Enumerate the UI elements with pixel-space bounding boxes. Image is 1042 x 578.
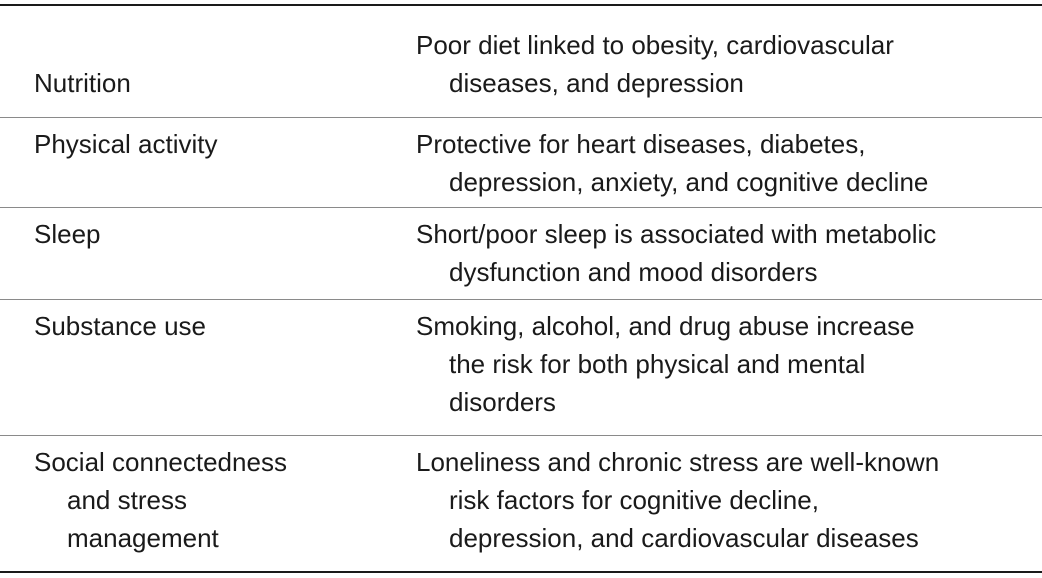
table-row-social-connectedness: Social connectedness and stress manageme… bbox=[0, 436, 1042, 571]
description-line: the risk for both physical and mental bbox=[449, 349, 866, 379]
description-line: depression, and cardiovascular diseases bbox=[449, 523, 919, 553]
description-cell: Poor diet linked to obesity, cardiovascu… bbox=[416, 26, 1036, 102]
description-line: Loneliness and chronic stress are well-k… bbox=[416, 447, 940, 477]
description-line: depression, anxiety, and cognitive decli… bbox=[449, 167, 929, 197]
description-cell: Loneliness and chronic stress are well-k… bbox=[416, 443, 1036, 557]
factor-cell: Social connectedness and stress manageme… bbox=[34, 443, 394, 557]
factor-cell: Sleep bbox=[34, 215, 394, 253]
description-line: dysfunction and mood disorders bbox=[449, 257, 818, 287]
factor-cell: Substance use bbox=[34, 307, 394, 345]
factor-line: Nutrition bbox=[34, 68, 131, 98]
factor-line: Social connectedness bbox=[34, 447, 287, 477]
description-line: Protective for heart diseases, diabetes, bbox=[416, 129, 866, 159]
description-line: Smoking, alcohol, and drug abuse increas… bbox=[416, 311, 915, 341]
description-line: risk factors for cognitive decline, bbox=[449, 485, 819, 515]
factor-cell: Nutrition bbox=[34, 64, 394, 102]
factor-line: Sleep bbox=[34, 219, 101, 249]
factor-line: management bbox=[67, 523, 219, 553]
table-row-sleep: Sleep Short/poor sleep is associated wit… bbox=[0, 208, 1042, 300]
factor-cell: Physical activity bbox=[34, 125, 394, 163]
table-top-rule bbox=[0, 4, 1042, 6]
description-line: disorders bbox=[449, 387, 556, 417]
description-cell: Short/poor sleep is associated with meta… bbox=[416, 215, 1036, 291]
table-row-physical-activity: Physical activity Protective for heart d… bbox=[0, 118, 1042, 208]
description-cell: Protective for heart diseases, diabetes,… bbox=[416, 125, 1036, 201]
table-row-nutrition: Nutrition Poor diet linked to obesity, c… bbox=[0, 6, 1042, 118]
table-bottom-rule bbox=[0, 571, 1042, 573]
factor-line: Substance use bbox=[34, 311, 207, 341]
factor-line: Physical activity bbox=[34, 129, 218, 159]
description-line: Short/poor sleep is associated with meta… bbox=[416, 219, 937, 249]
table-row-substance-use: Substance use Smoking, alcohol, and drug… bbox=[0, 300, 1042, 436]
description-cell: Smoking, alcohol, and drug abuse increas… bbox=[416, 307, 1036, 421]
factor-line: and stress bbox=[67, 485, 187, 515]
description-line: diseases, and depression bbox=[449, 68, 744, 98]
description-line: Poor diet linked to obesity, cardiovascu… bbox=[416, 30, 894, 60]
